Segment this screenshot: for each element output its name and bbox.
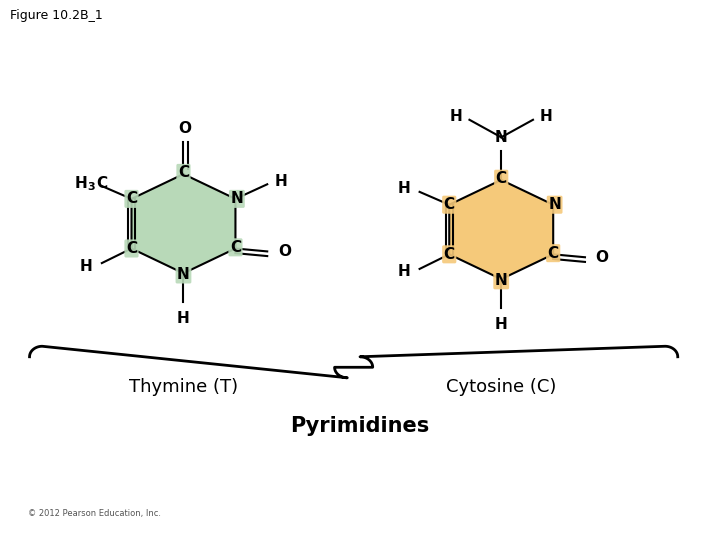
Polygon shape bbox=[449, 180, 553, 279]
Text: H: H bbox=[540, 110, 553, 124]
Text: H: H bbox=[274, 174, 287, 189]
Text: Figure 10.2B_1: Figure 10.2B_1 bbox=[11, 9, 103, 22]
Text: H: H bbox=[397, 265, 410, 279]
Text: N: N bbox=[495, 130, 508, 145]
Text: C: C bbox=[178, 165, 189, 180]
Text: Thymine (T): Thymine (T) bbox=[129, 379, 238, 396]
Text: C: C bbox=[230, 240, 241, 255]
Text: O: O bbox=[595, 249, 608, 265]
Text: N: N bbox=[230, 191, 243, 206]
Text: C: C bbox=[444, 247, 455, 262]
Text: H: H bbox=[80, 259, 93, 273]
Text: N: N bbox=[177, 267, 190, 282]
Text: C: C bbox=[96, 176, 107, 191]
Text: N: N bbox=[548, 197, 561, 212]
Text: C: C bbox=[444, 197, 455, 212]
Text: H: H bbox=[397, 181, 410, 197]
Text: H: H bbox=[74, 176, 87, 191]
Text: N: N bbox=[495, 273, 508, 288]
Text: © 2012 Pearson Education, Inc.: © 2012 Pearson Education, Inc. bbox=[28, 509, 161, 518]
Text: C: C bbox=[126, 191, 137, 206]
Text: C: C bbox=[495, 171, 507, 186]
Polygon shape bbox=[132, 174, 235, 273]
Text: C: C bbox=[126, 241, 137, 256]
Text: Cytosine (C): Cytosine (C) bbox=[446, 379, 557, 396]
Text: O: O bbox=[278, 244, 291, 259]
Text: H: H bbox=[449, 110, 462, 124]
Text: H: H bbox=[177, 311, 190, 326]
Text: O: O bbox=[179, 121, 192, 136]
Text: Pyrimidines: Pyrimidines bbox=[290, 416, 430, 436]
Text: 3: 3 bbox=[88, 182, 95, 192]
Text: C: C bbox=[548, 246, 559, 261]
Text: H: H bbox=[495, 317, 508, 332]
